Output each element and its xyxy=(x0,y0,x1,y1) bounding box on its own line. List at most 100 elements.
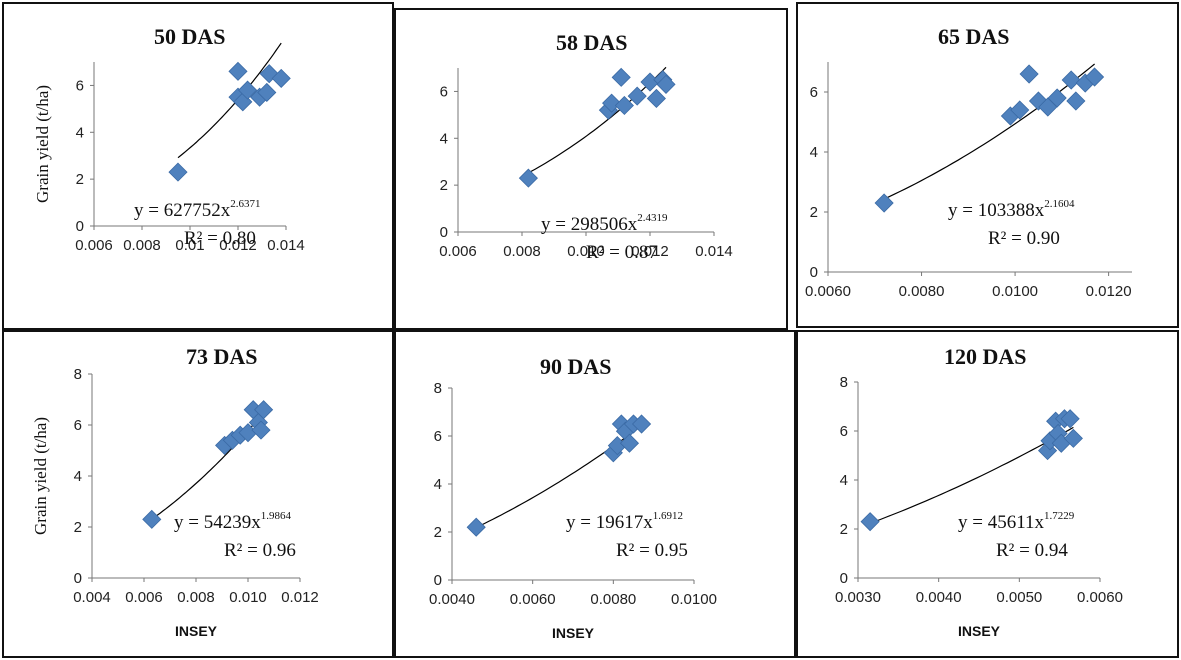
chart-panel-5: 90 DAS 0 2 4 6 8 0.0040 0.0060 0.0080 0.0100 INSEY… xyxy=(394,330,796,658)
y-tick-label: 8 xyxy=(434,380,442,397)
x-tick-label: 0.0060 xyxy=(1077,589,1123,606)
data-point xyxy=(1047,88,1067,108)
data-point xyxy=(142,509,162,529)
r-squared: R² = 0.90 xyxy=(988,228,1060,249)
chart-title: 65 DAS xyxy=(938,24,1010,49)
data-point xyxy=(1066,91,1086,111)
x-tick-label: 0.008 xyxy=(503,243,541,260)
y-tick-label: 0 xyxy=(440,224,448,241)
data-point xyxy=(1061,70,1081,90)
data-point xyxy=(614,95,634,116)
r-squared: R² = 0.94 xyxy=(996,540,1068,561)
data-point xyxy=(646,88,666,109)
y-tick-label: 2 xyxy=(74,519,82,536)
data-point xyxy=(1063,428,1083,448)
trend-equation: y = 54239x1.9864 xyxy=(174,510,291,533)
y-axis-label: Grain yield (t/ha) xyxy=(31,417,50,535)
y-tick-label: 6 xyxy=(76,77,84,94)
x-tick-label: 0.01 xyxy=(175,237,204,254)
trend-equation: y = 103388x2.1604 xyxy=(948,198,1075,221)
data-point xyxy=(168,162,188,182)
chart-panel-1: 50 DAS 0 2 4 6 0.006 0.008 0.01 0.012 0.014 Grain … xyxy=(2,2,394,330)
chart-svg-3: 65 DAS 0 2 4 6 0.0060 0.0080 0.0100 0.0120 y = 10… xyxy=(805,24,1132,300)
y-tick-label: 6 xyxy=(434,428,442,445)
y-tick-label: 8 xyxy=(840,374,848,391)
x-tick-label: 0.010 xyxy=(229,589,267,606)
x-tick-label: 0.010 xyxy=(567,243,605,260)
y-tick-label: 2 xyxy=(434,524,442,541)
trendline xyxy=(883,63,1095,200)
trendline xyxy=(177,42,282,159)
chart-svg-1: 50 DAS 0 2 4 6 0.006 0.008 0.01 0.012 0.014 Grain … xyxy=(33,24,305,254)
trendline xyxy=(869,426,1074,524)
data-point xyxy=(1038,441,1058,461)
y-tick-label: 0 xyxy=(810,264,818,281)
chart-title: 58 DAS xyxy=(556,30,628,55)
chart-panel-3: 65 DAS 0 2 4 6 0.0060 0.0080 0.0100 0.0120 y = 10… xyxy=(796,2,1179,328)
y-tick-label: 2 xyxy=(810,204,818,221)
data-point xyxy=(1028,91,1049,111)
y-tick-label: 4 xyxy=(810,144,818,161)
data-point xyxy=(619,433,640,453)
y-tick-label: 6 xyxy=(74,417,82,434)
trend-equation: y = 627752x2.6371 xyxy=(134,198,260,221)
x-axis-label: INSEY xyxy=(175,623,218,639)
y-tick-label: 6 xyxy=(810,84,818,101)
x-tick-label: 0.0080 xyxy=(899,283,945,300)
x-tick-label: 0.006 xyxy=(75,237,113,254)
x-tick-label: 0.0050 xyxy=(996,589,1042,606)
y-tick-label: 6 xyxy=(440,83,448,100)
trend-equation: y = 19617x1.6912 xyxy=(566,510,683,533)
x-tick-label: 0.014 xyxy=(695,243,733,260)
chart-panel-4: 73 DAS 0 2 4 6 8 0.004 0.006 0.008 0.010 0.012 Grai… xyxy=(2,330,394,658)
data-point xyxy=(611,67,631,87)
trend-equation: y = 45611x1.7229 xyxy=(958,510,1075,533)
y-axis-label: Grain yield (t/ha) xyxy=(33,85,52,203)
y-tick-label: 0 xyxy=(434,572,442,589)
x-tick-label: 0.006 xyxy=(125,589,163,606)
x-tick-label: 0.0060 xyxy=(510,591,556,608)
chart-title: 90 DAS xyxy=(540,354,612,379)
r-squared: R² = 0.80 xyxy=(184,228,256,249)
chart-svg-2: 58 DAS 0 2 4 6 0.006 0.008 0.010 0.012 0.014 y = 2… xyxy=(439,30,733,263)
r-squared: R² = 0.87 xyxy=(586,242,658,263)
data-point xyxy=(656,74,676,94)
x-axis-label: INSEY xyxy=(958,623,1001,639)
x-tick-label: 0.0040 xyxy=(916,589,962,606)
data-point xyxy=(518,168,538,188)
data-point xyxy=(259,64,279,84)
data-point xyxy=(1060,409,1080,429)
chart-svg-5: 90 DAS 0 2 4 6 8 0.0040 0.0060 0.0080 0.0100 INSEY… xyxy=(429,354,717,641)
chart-svg-6: 120 DAS 0 2 4 6 8 0.0030 0.0040 0.0050 0.0060 INSE… xyxy=(835,344,1123,639)
data-point xyxy=(251,420,271,440)
y-tick-label: 8 xyxy=(74,366,82,383)
y-tick-label: 4 xyxy=(434,476,442,493)
data-point xyxy=(466,517,486,537)
r-squared: R² = 0.95 xyxy=(616,540,688,561)
r-squared: R² = 0.96 xyxy=(224,540,296,561)
trend-equation: y = 298506x2.4319 xyxy=(541,212,668,235)
x-tick-label: 0.0060 xyxy=(805,283,851,300)
x-tick-label: 0.012 xyxy=(281,589,319,606)
data-point xyxy=(271,68,291,88)
data-point xyxy=(632,414,652,434)
x-tick-label: 0.0120 xyxy=(1086,283,1132,300)
y-tick-label: 2 xyxy=(840,521,848,538)
y-tick-label: 4 xyxy=(440,130,448,147)
data-point xyxy=(1085,67,1105,87)
data-point xyxy=(257,82,277,103)
x-tick-label: 0.012 xyxy=(219,237,257,254)
chart-title: 50 DAS xyxy=(154,24,226,49)
chart-title: 120 DAS xyxy=(944,344,1027,369)
y-tick-label: 4 xyxy=(840,472,848,489)
y-tick-label: 2 xyxy=(76,171,84,188)
x-tick-label: 0.008 xyxy=(177,589,215,606)
x-tick-label: 0.0030 xyxy=(835,589,881,606)
x-tick-label: 0.006 xyxy=(439,243,477,260)
y-tick-label: 2 xyxy=(440,177,448,194)
y-tick-label: 0 xyxy=(74,570,82,587)
data-point xyxy=(1019,64,1039,84)
data-point xyxy=(860,512,880,532)
data-point xyxy=(874,193,894,213)
trendline xyxy=(528,66,667,174)
